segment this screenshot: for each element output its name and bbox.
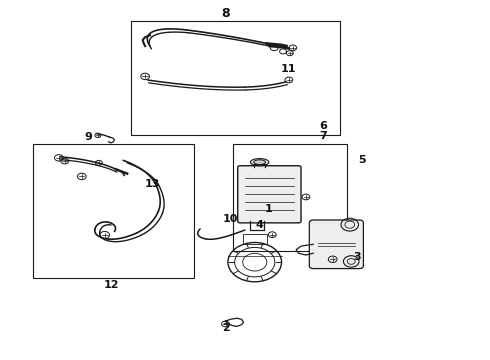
FancyBboxPatch shape <box>309 220 364 269</box>
Text: 8: 8 <box>221 8 230 21</box>
Ellipse shape <box>250 158 269 166</box>
Text: 2: 2 <box>221 323 229 333</box>
Bar <box>233 144 347 251</box>
Bar <box>243 234 267 244</box>
Text: 6: 6 <box>319 121 327 131</box>
Text: 5: 5 <box>358 156 366 165</box>
Ellipse shape <box>254 160 266 165</box>
Text: 3: 3 <box>353 252 361 262</box>
Text: 4: 4 <box>256 220 264 230</box>
Text: 1: 1 <box>265 203 272 213</box>
Text: 7: 7 <box>319 131 327 141</box>
Text: 13: 13 <box>145 179 160 189</box>
Bar <box>33 144 194 278</box>
Text: 10: 10 <box>222 214 238 224</box>
FancyBboxPatch shape <box>238 166 301 223</box>
Text: 9: 9 <box>84 132 92 142</box>
Bar <box>130 21 340 135</box>
Text: 12: 12 <box>103 280 119 291</box>
Text: 11: 11 <box>281 64 296 74</box>
